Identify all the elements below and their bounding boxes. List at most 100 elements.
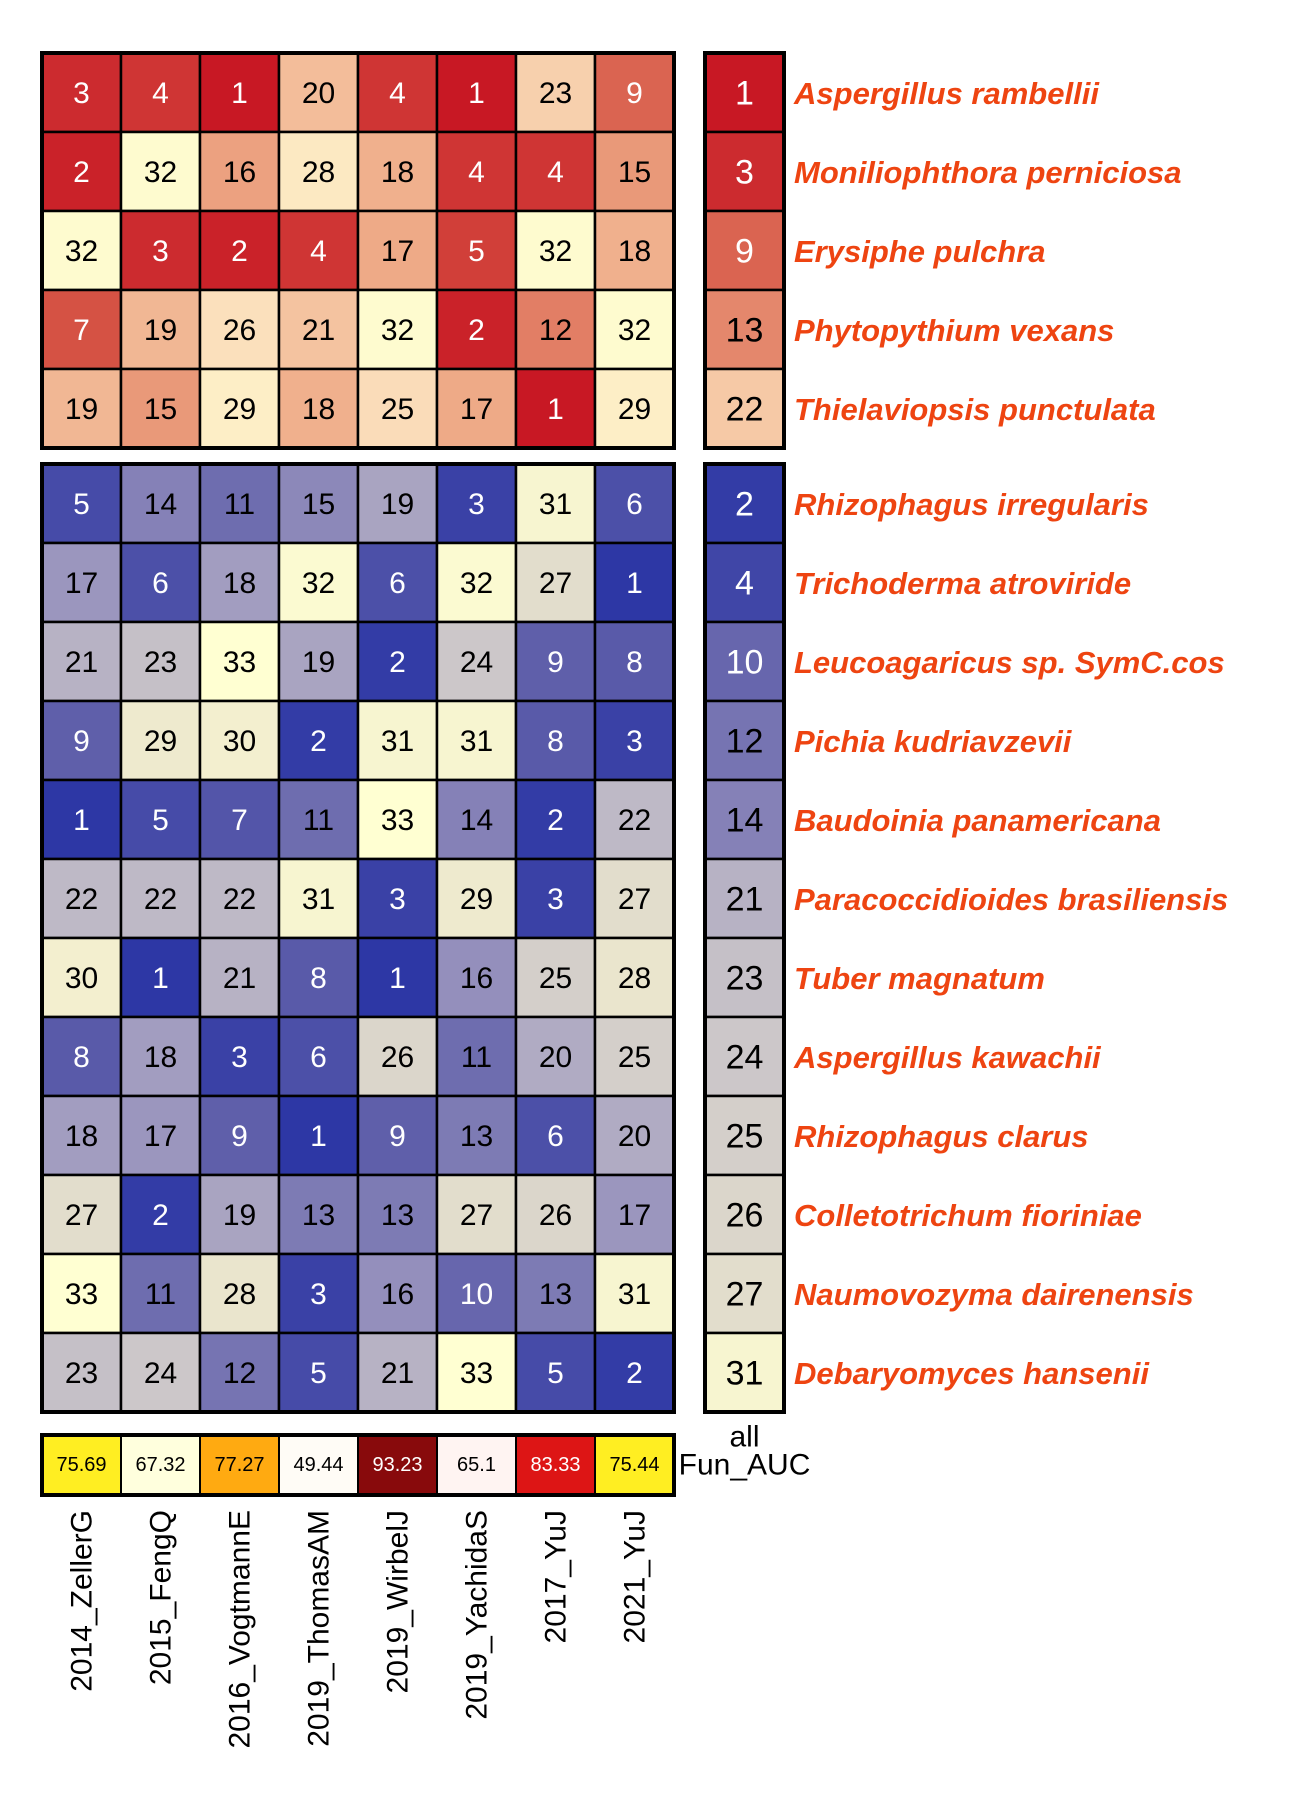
cell-value: 3 bbox=[73, 77, 90, 110]
all-value: 23 bbox=[726, 960, 764, 998]
heatmap-cell bbox=[356, 1173, 439, 1256]
heatmap-cell bbox=[593, 1252, 676, 1335]
cell-value: 27 bbox=[460, 1199, 493, 1232]
cell-value: 31 bbox=[302, 883, 335, 916]
cell-value: 16 bbox=[223, 156, 256, 189]
cell-value: 16 bbox=[381, 1278, 414, 1311]
all-value: 4 bbox=[735, 565, 754, 603]
cell-value: 1 bbox=[626, 567, 643, 600]
all-frame bbox=[703, 51, 786, 450]
all-cell bbox=[703, 367, 786, 450]
cell-value: 5 bbox=[468, 235, 485, 268]
all-value: 12 bbox=[726, 723, 764, 761]
heatmap-cell bbox=[514, 1094, 597, 1177]
all-value: 21 bbox=[726, 881, 764, 919]
column-label: 2016_VogtmannE bbox=[224, 1510, 257, 1749]
cell-value: 5 bbox=[547, 1357, 564, 1390]
heatmap-cell bbox=[119, 778, 202, 861]
heatmap-cell bbox=[514, 541, 597, 624]
cell-value: 2 bbox=[73, 156, 90, 189]
cell-value: 21 bbox=[302, 314, 335, 347]
species-label: Trichoderma atroviride bbox=[794, 566, 1131, 601]
cell-value: 22 bbox=[65, 883, 98, 916]
cell-value: 21 bbox=[223, 962, 256, 995]
heatmap-cell bbox=[435, 1331, 518, 1414]
heatmap-cell bbox=[277, 620, 360, 703]
cell-value: 18 bbox=[381, 156, 414, 189]
heatmap-cell bbox=[40, 209, 123, 292]
heatmap-cell bbox=[198, 130, 281, 213]
cell-value: 2 bbox=[310, 725, 327, 758]
cell-value: 3 bbox=[547, 883, 564, 916]
cell-value: 9 bbox=[626, 77, 643, 110]
all-cell bbox=[703, 288, 786, 371]
cell-value: 17 bbox=[460, 393, 493, 426]
cell-value: 18 bbox=[65, 1120, 98, 1153]
cell-value: 25 bbox=[381, 393, 414, 426]
cell-value: 32 bbox=[381, 314, 414, 347]
auc-value: 83.33 bbox=[530, 1454, 580, 1476]
all-value: 3 bbox=[735, 154, 754, 192]
cell-value: 19 bbox=[144, 314, 177, 347]
species-label: Thielaviopsis punctulata bbox=[794, 392, 1156, 427]
auc-value: 67.32 bbox=[135, 1454, 185, 1476]
cell-value: 32 bbox=[539, 235, 572, 268]
auc-value: 49.44 bbox=[293, 1454, 343, 1476]
cell-value: 15 bbox=[618, 156, 651, 189]
all-column-label: all bbox=[729, 1421, 759, 1454]
heatmap-cell bbox=[198, 209, 281, 292]
cell-value: 11 bbox=[145, 1278, 176, 1311]
cell-value: 6 bbox=[626, 488, 643, 521]
cell-value: 15 bbox=[302, 488, 335, 521]
all-value: 25 bbox=[726, 1118, 764, 1156]
cell-value: 22 bbox=[144, 883, 177, 916]
heatmap-cell bbox=[593, 462, 676, 545]
cell-value: 1 bbox=[73, 804, 90, 837]
all-frame bbox=[703, 462, 786, 1414]
cell-value: 17 bbox=[65, 567, 98, 600]
cell-value: 17 bbox=[381, 235, 414, 268]
cell-value: 33 bbox=[65, 1278, 98, 1311]
cell-value: 11 bbox=[224, 488, 255, 521]
cell-value: 13 bbox=[460, 1120, 493, 1153]
heatmap-cell bbox=[514, 620, 597, 703]
heatmap-cell bbox=[40, 857, 123, 940]
heatmap-cell bbox=[198, 462, 281, 545]
cell-value: 8 bbox=[73, 1041, 90, 1074]
column-label: 2021_YuJ bbox=[619, 1510, 652, 1643]
group-frame bbox=[40, 462, 676, 1414]
column-label: 2015_FengQ bbox=[145, 1510, 178, 1685]
all-value: 24 bbox=[726, 1039, 764, 1077]
cell-value: 3 bbox=[389, 883, 406, 916]
cell-value: 26 bbox=[381, 1041, 414, 1074]
cell-value: 29 bbox=[618, 393, 651, 426]
heatmap-cell bbox=[40, 1173, 123, 1256]
cell-value: 2 bbox=[626, 1357, 643, 1390]
cell-value: 13 bbox=[539, 1278, 572, 1311]
heatmap-cell bbox=[277, 778, 360, 861]
auc-frame bbox=[40, 1433, 676, 1497]
cell-value: 3 bbox=[468, 488, 485, 521]
cell-value: 6 bbox=[547, 1120, 564, 1153]
cell-value: 29 bbox=[144, 725, 177, 758]
cell-value: 11 bbox=[461, 1041, 492, 1074]
auc-value: 65.1 bbox=[457, 1454, 496, 1476]
heatmap-cell bbox=[435, 367, 518, 450]
species-label: Naumovozyma dairenensis bbox=[794, 1277, 1194, 1312]
cell-value: 5 bbox=[152, 804, 169, 837]
heatmap-cell bbox=[356, 857, 439, 940]
cell-value: 18 bbox=[302, 393, 335, 426]
cell-value: 32 bbox=[65, 235, 98, 268]
auc-value: 77.27 bbox=[214, 1454, 264, 1476]
species-label: Rhizophagus clarus bbox=[794, 1119, 1089, 1154]
cell-value: 4 bbox=[468, 156, 485, 189]
heatmap-cell bbox=[435, 620, 518, 703]
heatmap-cell bbox=[514, 130, 597, 213]
heatmap-cell bbox=[356, 1094, 439, 1177]
all-value: 2 bbox=[735, 486, 754, 524]
heatmap-cell bbox=[119, 1094, 202, 1177]
cell-value: 6 bbox=[389, 567, 406, 600]
heatmap-cell bbox=[593, 51, 676, 134]
heatmap-cell bbox=[277, 1094, 360, 1177]
cell-value: 2 bbox=[547, 804, 564, 837]
